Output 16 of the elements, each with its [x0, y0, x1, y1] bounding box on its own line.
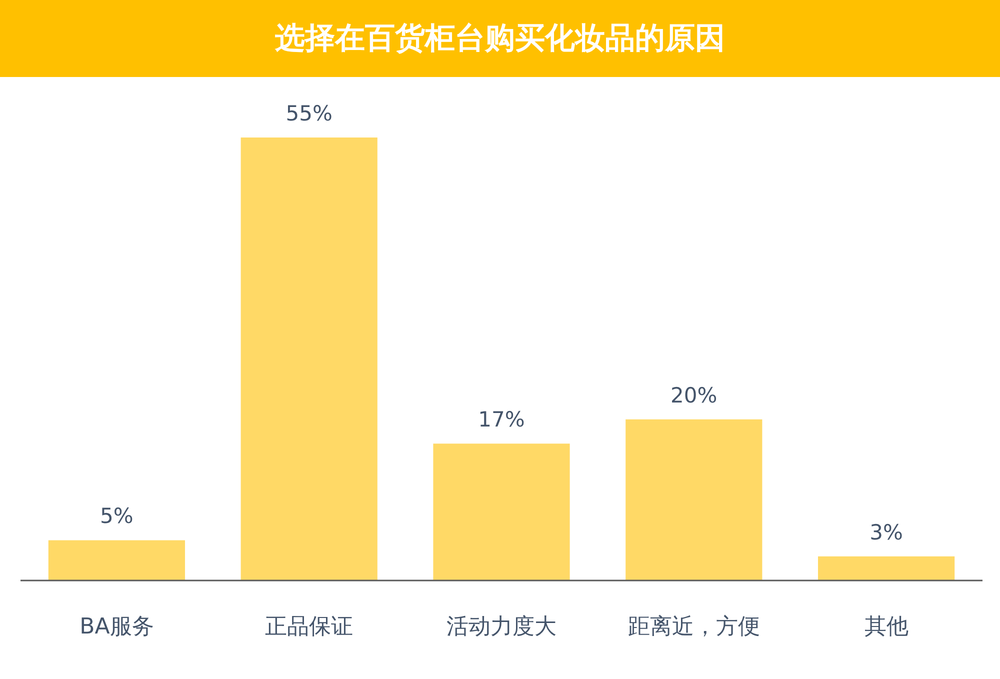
data-label: 55% — [286, 102, 332, 126]
chart-title: 选择在百货柜台购买化妆品的原因 — [275, 20, 725, 58]
x-tick-label: 正品保证 — [265, 614, 354, 640]
bar — [818, 556, 955, 580]
data-label: 5% — [100, 504, 134, 528]
data-label: 3% — [870, 520, 903, 544]
bar — [48, 540, 185, 580]
data-label: 20% — [670, 383, 718, 408]
x-tick-label: 其他 — [864, 614, 908, 640]
bar — [240, 138, 378, 580]
data-label: 17% — [478, 408, 525, 432]
x-tick-label: BA服务 — [80, 614, 154, 640]
x-tick-label: 活动力度大 — [446, 614, 556, 640]
x-tick-label: 距离近，方便 — [628, 614, 760, 640]
bar — [626, 419, 762, 580]
bar — [433, 444, 570, 580]
